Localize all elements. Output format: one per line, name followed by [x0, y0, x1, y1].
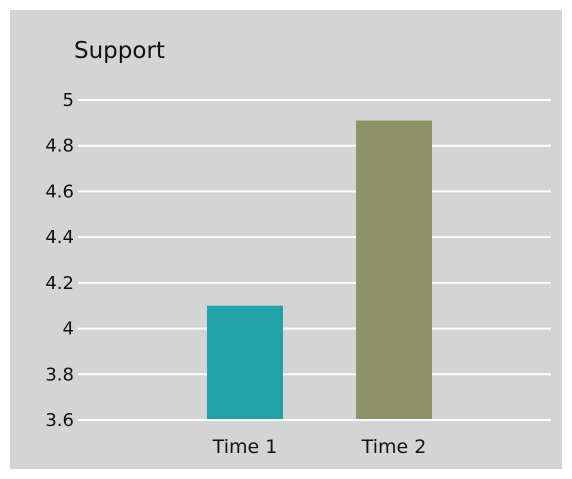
y-tick-label: 3.6: [45, 410, 74, 431]
x-category-label: Time 2: [361, 436, 427, 458]
y-axis-ticks: 3.6 3.8 4 4.2 4.4 4.6 4.8 5: [45, 90, 74, 431]
chart-panel: Support 3.6 3.8 4 4.2 4.4 4.6 4.8 5 Time 1 Time …: [10, 10, 562, 469]
y-tick-label: 4.6: [45, 181, 74, 202]
y-tick-label: 4.2: [45, 273, 74, 294]
y-tick-label: 4.8: [45, 136, 74, 157]
x-category-label: Time 1: [212, 436, 278, 458]
grid-lines: [78, 99, 551, 421]
y-tick-label: 4.4: [45, 227, 74, 248]
bar-time-2: [356, 120, 432, 421]
bars: [78, 120, 551, 421]
bar-chart: Support 3.63.844.24.44.64.85 Time 1 Time …: [45, 38, 551, 458]
y-tick-label: 3.8: [45, 364, 74, 385]
y-tick-label: 4: [63, 319, 74, 340]
x-axis-categories: Time 1 Time 2: [212, 436, 427, 458]
chart-title: Support: [74, 38, 165, 64]
bar-time-1: [207, 305, 283, 420]
y-tick-label: 5: [63, 90, 74, 111]
